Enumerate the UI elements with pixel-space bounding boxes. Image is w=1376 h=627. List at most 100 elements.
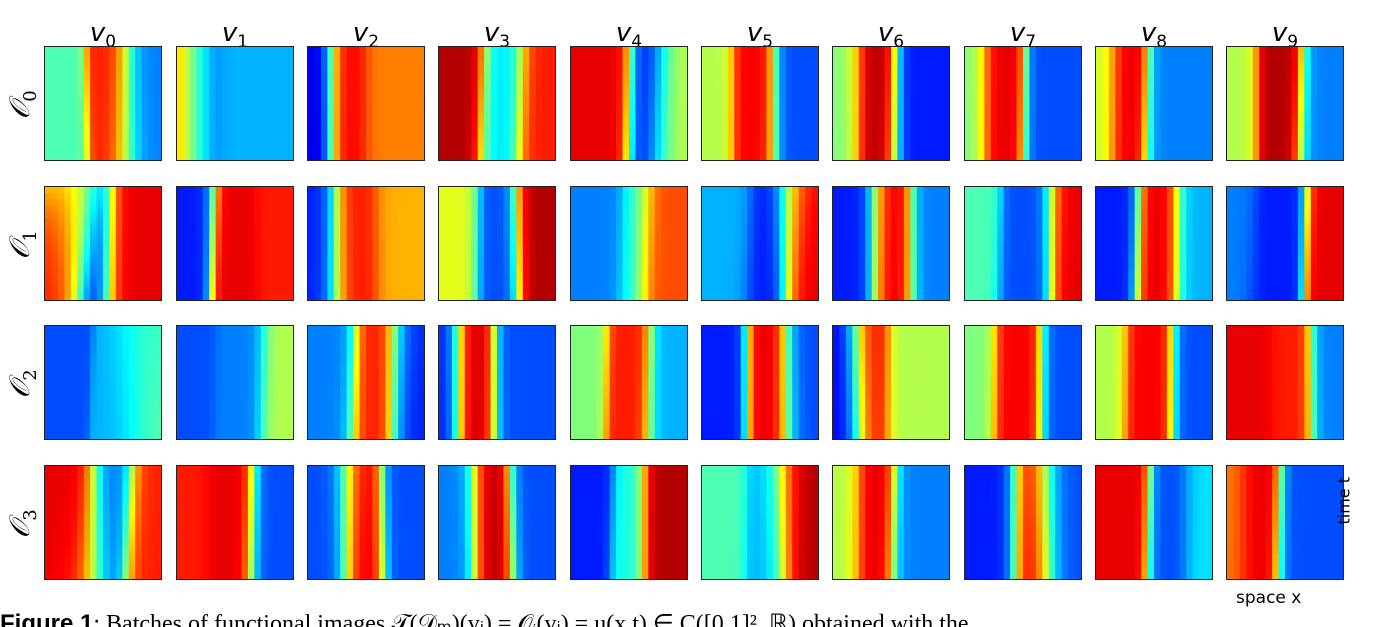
heatmap-cell [477, 420, 485, 428]
heatmap-cell [340, 432, 348, 439]
heatmap-cell [353, 407, 361, 415]
heatmap-cell [109, 566, 117, 574]
heatmap-cell [51, 128, 59, 136]
heatmap-cell [280, 134, 288, 142]
heatmap-cell [222, 420, 230, 428]
heatmap-cell [340, 407, 348, 415]
heatmap-cell [115, 426, 123, 434]
heatmap-cell [254, 351, 262, 358]
heatmap-cell [183, 491, 191, 498]
heatmap-cell [64, 212, 72, 219]
heatmap-cell [346, 249, 354, 257]
heatmap-cell [77, 491, 85, 498]
heatmap-cell [314, 109, 322, 117]
heatmap-cell [464, 357, 472, 365]
heatmap-cell [267, 326, 275, 333]
heatmap-cell [372, 65, 380, 73]
heatmap-cell [353, 153, 361, 160]
heatmap-cell [83, 338, 91, 346]
heatmap-cell [464, 363, 472, 371]
heatmap-cell [451, 243, 459, 251]
heatmap-cell [516, 413, 524, 421]
heatmap-cell [273, 566, 281, 574]
heatmap-cell [202, 388, 210, 396]
heatmap-cell [490, 53, 498, 61]
heatmap-cell [471, 78, 479, 86]
heatmap-cell [404, 84, 412, 92]
heatmap-cell [458, 78, 466, 86]
heatmap-cell [148, 382, 156, 390]
heatmap-cell [346, 388, 354, 396]
heatmap-cell [267, 72, 275, 79]
heatmap-cell [359, 187, 367, 194]
heatmap-cell [417, 293, 424, 300]
heatmap-cell [228, 491, 236, 498]
heatmap-cell [202, 256, 210, 263]
heatmap-cell [103, 109, 111, 117]
heatmap-cell [359, 47, 367, 54]
heatmap-cell [260, 472, 268, 480]
heatmap-cell [103, 199, 111, 207]
heatmap-cell [385, 287, 393, 295]
heatmap-cell [391, 388, 399, 396]
heatmap-cell [314, 528, 322, 536]
heatmap-cell [215, 78, 223, 86]
heatmap-cell [83, 230, 91, 238]
heatmap-cell [122, 287, 130, 295]
heatmap-cell [359, 503, 367, 511]
heatmap-cell [404, 218, 412, 226]
heatmap-cell [333, 281, 341, 289]
heatmap-cell [254, 535, 262, 542]
heatmap-cell [417, 84, 424, 92]
heatmap-cell [372, 205, 380, 213]
heatmap-cell [522, 230, 530, 238]
heatmap-cell [548, 243, 555, 251]
heatmap-panel-o3-v1 [176, 465, 294, 580]
heatmap-cell [391, 72, 399, 79]
heatmap-cell [516, 53, 524, 61]
heatmap-cell [51, 84, 59, 92]
heatmap-image [177, 187, 293, 300]
heatmap-cell [196, 122, 204, 130]
heatmap-cell [378, 47, 386, 54]
heatmap-cell [548, 376, 555, 384]
heatmap-cell [64, 193, 72, 201]
heatmap-cell [202, 535, 210, 542]
heatmap-cell [260, 401, 268, 409]
heatmap-cell [398, 338, 406, 346]
heatmap-cell [115, 97, 123, 105]
heatmap-cell [154, 472, 161, 480]
heatmap-cell [202, 369, 210, 377]
heatmap-cell [477, 369, 485, 377]
heatmap-cell [372, 212, 380, 219]
heatmap-cell [372, 97, 380, 105]
heatmap-cell [189, 218, 197, 226]
heatmap-cell [477, 268, 485, 276]
heatmap-cell [51, 516, 59, 524]
heatmap-cell [96, 109, 104, 117]
heatmap-cell [509, 357, 517, 365]
heatmap-cell [235, 344, 243, 352]
heatmap-cell [366, 262, 374, 270]
heatmap-cell [51, 382, 59, 390]
heatmap-cell [109, 528, 117, 536]
heatmap-cell [241, 509, 249, 517]
heatmap-cell [366, 466, 374, 473]
heatmap-cell [247, 478, 255, 486]
heatmap-cell [398, 547, 406, 555]
heatmap-cell [57, 293, 65, 300]
heatmap-cell [320, 420, 328, 428]
heatmap-cell [154, 541, 161, 549]
heatmap-cell [522, 90, 530, 98]
heatmap-cell [177, 293, 185, 300]
heatmap-cell [202, 59, 210, 67]
heatmap-cell [57, 218, 65, 226]
heatmap-cell [247, 134, 255, 142]
heatmap-cell [385, 553, 393, 561]
heatmap-cell [366, 212, 374, 219]
heatmap-cell [154, 109, 161, 117]
heatmap-cell [228, 53, 236, 61]
heatmap-cell [417, 249, 424, 257]
heatmap-cell [417, 413, 424, 421]
heatmap-cell [51, 287, 59, 295]
